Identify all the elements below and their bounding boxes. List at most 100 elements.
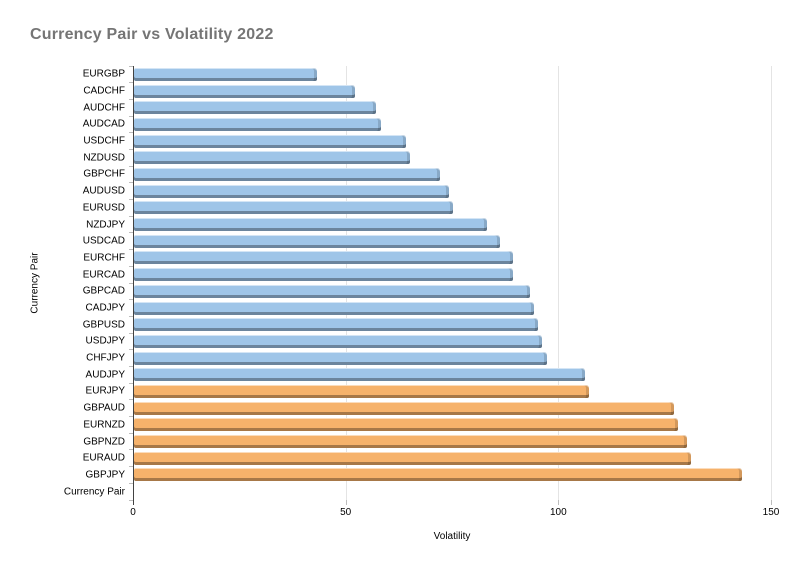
y-axis-tick: [129, 332, 133, 334]
y-axis-tick: [129, 349, 133, 351]
bar: [134, 101, 377, 115]
y-axis-tick: [129, 98, 133, 100]
y-axis-tick: [129, 165, 133, 167]
bar: [134, 384, 590, 398]
category-label: USDJPY: [85, 335, 125, 347]
bar-row: GBPAUD: [84, 400, 771, 417]
y-axis-title: Currency Pair: [29, 252, 41, 314]
bar: [134, 468, 743, 482]
bar-row: GBPCAD: [83, 283, 771, 300]
y-axis-tick: [129, 449, 133, 451]
bar-row: USDCAD: [83, 233, 771, 250]
x-tick-label: 50: [340, 507, 352, 518]
category-label: USDCAD: [82, 235, 125, 247]
category-label: NZDJPY: [86, 219, 125, 231]
category-label: EURUSD: [82, 202, 125, 214]
bar-row: EURAUD: [83, 450, 771, 467]
y-axis-tick: [129, 399, 133, 401]
y-axis-line: [133, 66, 134, 505]
bar-row: EURNZD: [83, 417, 771, 434]
y-axis-tick: [129, 315, 133, 317]
category-label: EURCAD: [82, 269, 125, 281]
bar-row: CHFJPY: [86, 350, 771, 367]
bar-row: AUDCHF: [83, 99, 771, 116]
y-axis-tick: [129, 132, 133, 134]
category-label: EURNZD: [83, 419, 125, 431]
gridline: [558, 66, 560, 500]
x-axis-tick: [558, 500, 560, 505]
category-label: NZDUSD: [83, 152, 125, 164]
x-tick-label: 150: [762, 507, 780, 518]
bar-row: CADCHF: [83, 83, 771, 100]
y-axis-tick: [129, 265, 133, 267]
bar: [134, 201, 453, 215]
bar-row: USDCHF: [83, 133, 771, 150]
category-label: AUDJPY: [85, 369, 125, 381]
category-label: EURCHF: [83, 252, 125, 264]
bar: [134, 67, 317, 81]
bar-row: EURCHF: [83, 250, 771, 267]
bar: [134, 151, 411, 165]
bar: [134, 134, 407, 148]
x-tick-label: 100: [549, 507, 567, 518]
bar: [134, 368, 585, 382]
category-label: AUDCHF: [83, 102, 125, 114]
y-axis-tick: [129, 65, 133, 67]
bar-row: GBPUSD: [83, 316, 771, 333]
bar-row: GBPCHF: [83, 166, 771, 183]
category-label: GBPNZD: [83, 436, 125, 448]
bar: [134, 184, 449, 198]
y-axis-tick: [129, 416, 133, 418]
bar-row: Currency Pair: [64, 483, 771, 500]
x-axis-title: Volatility: [433, 531, 471, 542]
category-label: EURGBP: [82, 68, 125, 80]
bar: [134, 435, 687, 449]
y-axis-tick: [129, 199, 133, 201]
y-axis-tick: [129, 215, 133, 217]
category-label: GBPCAD: [82, 285, 125, 297]
bar: [134, 84, 356, 98]
bar: [134, 318, 539, 332]
bar: [134, 234, 500, 248]
category-label: AUDCAD: [82, 118, 125, 130]
bar-row: GBPJPY: [86, 467, 771, 484]
category-label: GBPUSD: [82, 319, 125, 331]
y-axis-tick: [129, 232, 133, 234]
category-label: CADJPY: [85, 302, 125, 314]
y-axis-tick: [129, 466, 133, 468]
y-axis-tick: [129, 282, 133, 284]
y-axis-tick: [129, 482, 133, 484]
x-tick-label: 0: [130, 507, 136, 518]
bar-row: GBPNZD: [83, 433, 771, 450]
bar-row: NZDJPY: [86, 216, 771, 233]
bar-row: AUDUSD: [83, 183, 771, 200]
category-label: CADCHF: [83, 85, 125, 97]
bar: [134, 218, 488, 232]
bar-row: EURJPY: [86, 383, 771, 400]
bar-row: AUDJPY: [86, 366, 771, 383]
category-label: Currency Pair: [63, 486, 125, 498]
bar: [134, 418, 679, 432]
bar-row: EURCAD: [83, 266, 771, 283]
bar-row: EURGBP: [83, 66, 771, 83]
bar: [134, 334, 543, 348]
y-axis-tick: [129, 148, 133, 150]
bar-row: CADJPY: [86, 300, 771, 317]
y-axis-tick: [129, 365, 133, 367]
category-label: EURJPY: [85, 385, 125, 397]
y-axis-tick: [129, 299, 133, 301]
bar: [134, 401, 675, 415]
y-axis-tick: [129, 432, 133, 434]
y-axis-tick: [129, 499, 133, 501]
bar-row: NZDUSD: [83, 149, 771, 166]
y-axis-tick: [129, 382, 133, 384]
bar-row: USDJPY: [86, 333, 771, 350]
plot-area: 0 50 100 150 EURGBP CADCHF AUDCHF AUDCAD USDCHF N…: [64, 65, 779, 518]
bar: [134, 251, 513, 265]
category-label: GBPAUD: [83, 402, 126, 414]
gridline: [345, 66, 347, 500]
bar: [134, 167, 441, 181]
bar: [134, 301, 534, 315]
chart-title: Currency Pair vs Volatility 2022: [30, 26, 274, 43]
